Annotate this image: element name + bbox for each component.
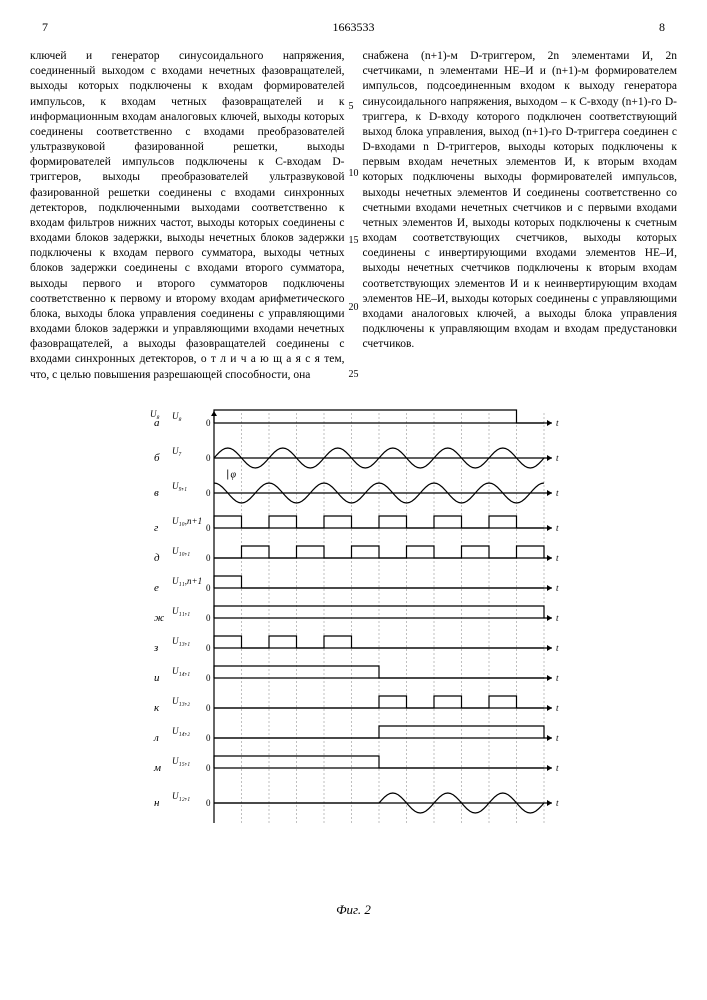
svg-text:б: б: [154, 452, 160, 464]
svg-text:з: з: [153, 642, 158, 654]
svg-text:U₇: U₇: [172, 446, 182, 456]
svg-text:м: м: [153, 762, 161, 774]
svg-text:0: 0: [206, 583, 211, 593]
svg-text:U₁₃,₂: U₁₃,₂: [172, 696, 190, 706]
svg-text:t: t: [556, 673, 559, 683]
svg-text:к: к: [154, 702, 160, 714]
svg-text:t: t: [556, 763, 559, 773]
line-number-marker: 10: [349, 167, 359, 180]
svg-text:0: 0: [206, 418, 211, 428]
right-column: 510152025 снабжена (n+1)-м D-триггером, …: [363, 49, 678, 383]
svg-text:в: в: [154, 487, 159, 499]
line-number-marker: 25: [349, 368, 359, 381]
patent-number: 1663533: [60, 20, 647, 35]
svg-text:н: н: [154, 797, 160, 809]
svg-text:t: t: [556, 453, 559, 463]
svg-text:0: 0: [206, 553, 211, 563]
svg-text:0: 0: [206, 763, 211, 773]
svg-text:U₁₁,₁: U₁₁,₁: [172, 606, 190, 616]
svg-text:U₁₄,₂: U₁₄,₂: [172, 726, 190, 736]
svg-text:t: t: [556, 613, 559, 623]
svg-text:0: 0: [206, 643, 211, 653]
svg-text:t: t: [556, 643, 559, 653]
text-columns: ключей и генератор синусоидального напря…: [30, 49, 677, 383]
svg-text:U₁₄,₁: U₁₄,₁: [172, 666, 190, 676]
line-number-marker: 5: [349, 100, 354, 113]
svg-text:л: л: [153, 732, 159, 744]
svg-text:U₁₃,₁: U₁₃,₁: [172, 636, 190, 646]
svg-text:е: е: [154, 582, 159, 594]
svg-text:0: 0: [206, 798, 211, 808]
column-text-left: ключей и генератор синусоидального напря…: [30, 50, 345, 381]
svg-text:t: t: [556, 553, 559, 563]
column-text-right: снабжена (n+1)-м D-триггером, 2n элемент…: [363, 50, 678, 350]
svg-text:0: 0: [206, 488, 211, 498]
svg-text:t: t: [556, 523, 559, 533]
svg-text:г: г: [154, 522, 159, 534]
figure-container: U₈t0аU₈t0бU₇t0вU₉,₁t0гU₁₀,n+1t0дU₁₀,₁t0е…: [30, 403, 677, 918]
page-container: 7 1663533 8 ключей и генератор синусоида…: [0, 0, 707, 938]
svg-text:д: д: [154, 552, 160, 564]
svg-text:и: и: [154, 672, 160, 684]
timing-diagram: U₈t0аU₈t0бU₇t0вU₉,₁t0гU₁₀,n+1t0дU₁₀,₁t0е…: [144, 403, 564, 893]
svg-text:U₈: U₈: [172, 411, 182, 421]
svg-text:U₁₅,₁: U₁₅,₁: [172, 756, 190, 766]
svg-text:t: t: [556, 733, 559, 743]
svg-text:а: а: [154, 417, 160, 429]
svg-text:U₉,₁: U₉,₁: [172, 481, 187, 491]
svg-text:U₁₂,₁: U₁₂,₁: [172, 791, 190, 801]
svg-text:U₁₁,n+1: U₁₁,n+1: [172, 576, 202, 586]
page-header: 7 1663533 8: [30, 20, 677, 35]
svg-text:0: 0: [206, 613, 211, 623]
line-number-marker: 20: [349, 301, 359, 314]
left-column: ключей и генератор синусоидального напря…: [30, 49, 345, 383]
svg-text:U₁₀,n+1: U₁₀,n+1: [172, 516, 202, 526]
svg-text:0: 0: [206, 703, 211, 713]
page-number-left: 7: [30, 20, 60, 35]
svg-text:t: t: [556, 583, 559, 593]
svg-text:t: t: [556, 703, 559, 713]
svg-text:0: 0: [206, 523, 211, 533]
page-number-right: 8: [647, 20, 677, 35]
svg-text:t: t: [556, 418, 559, 428]
svg-text:t: t: [556, 488, 559, 498]
svg-text:t: t: [556, 798, 559, 808]
svg-text:ж: ж: [154, 612, 165, 624]
svg-text:U₁₀,₁: U₁₀,₁: [172, 546, 190, 556]
line-number-marker: 15: [349, 234, 359, 247]
svg-text:φ: φ: [230, 469, 236, 480]
svg-text:0: 0: [206, 453, 211, 463]
figure-caption: Фиг. 2: [30, 902, 677, 918]
svg-text:0: 0: [206, 673, 211, 683]
svg-text:0: 0: [206, 733, 211, 743]
